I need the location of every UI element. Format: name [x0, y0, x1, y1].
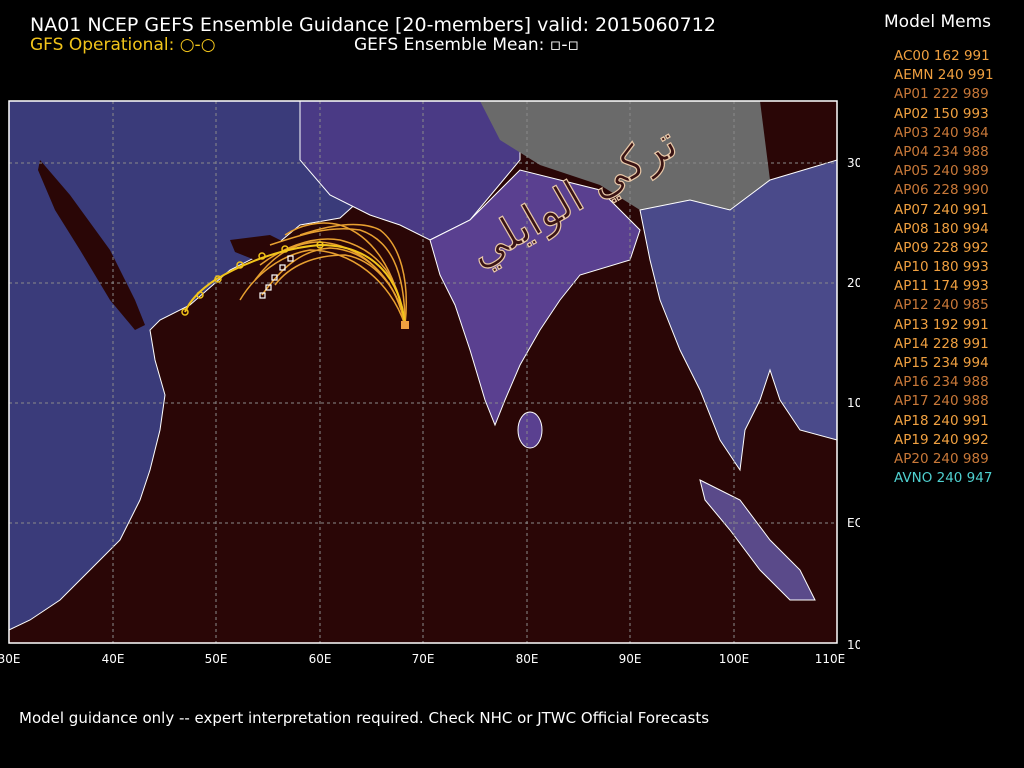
legend-item: AP01 222 989: [894, 86, 989, 103]
legend-item: AP03 240 984: [894, 124, 989, 141]
lat-label: 20N: [847, 276, 860, 290]
legend-item: AP07 240 991: [894, 201, 989, 218]
legend-item: AP08 180 994: [894, 220, 989, 237]
legend-item: AP13 192 991: [894, 316, 989, 333]
legend-item: AP02 150 993: [894, 105, 989, 122]
legend-item: AP18 240 991: [894, 412, 989, 429]
lon-label: 50E: [205, 652, 228, 666]
legend-item: AP10 180 993: [894, 259, 989, 276]
legend-item: AP06 228 990: [894, 182, 989, 199]
red-sea: [38, 160, 145, 330]
lon-label: 110E: [815, 652, 846, 666]
gfs-operational-markers: [181, 241, 324, 316]
sri-lanka: [517, 411, 543, 449]
disclaimer-footer: Model guidance only -- expert interpreta…: [19, 709, 710, 727]
lat-label: EQ: [847, 516, 860, 530]
legend-item: AVNO 240 947: [894, 470, 993, 487]
lon-label: 60E: [309, 652, 332, 666]
legend-item: AP17 240 988: [894, 393, 989, 410]
gfs-operational-track: [184, 243, 406, 326]
legend-item: AEMN 240 991: [894, 67, 994, 84]
sumatra-land: [699, 479, 816, 601]
legend-item: AP09 228 992: [894, 239, 989, 256]
southeast-asia-land: [639, 159, 838, 472]
lon-label: 100E: [719, 652, 750, 666]
lon-label: 70E: [412, 652, 435, 666]
latitude-labels: 30N 20N 10N EQ 10S: [847, 156, 860, 652]
track-map: تركي الوايلي 30N 20N 10N EQ 10S 30E 40E …: [0, 100, 860, 666]
legend-item: AP14 228 991: [894, 335, 989, 352]
legend-item: AP20 240 989: [894, 450, 989, 467]
legend-item: AC00 162 991: [894, 48, 990, 64]
lon-label: 80E: [516, 652, 539, 666]
ensemble-mean-markers: [259, 255, 294, 299]
ensemble-mean-key: GEFS Ensemble Mean: ▫-▫: [354, 35, 579, 55]
lon-label: 90E: [619, 652, 642, 666]
legend-item: AP19 240 992: [894, 431, 989, 448]
model-members-legend: AC00 162 991 AEMN 240 991 AP01 222 989 AP02…: [894, 47, 994, 488]
lat-label: 30N: [847, 156, 860, 170]
legend-item: AP16 234 988: [894, 374, 989, 391]
india-land: [429, 169, 641, 427]
lat-label: 10S: [847, 638, 860, 652]
longitude-labels: 30E 40E 50E 60E 70E 80E 90E 100E 110E: [0, 652, 845, 666]
map-frame: [8, 100, 838, 644]
legend-item: AP15 234 994: [894, 355, 989, 371]
legend-item: AP05 240 989: [894, 163, 989, 180]
lat-lon-grid: [9, 101, 837, 643]
legend-item: AP04 234 988: [894, 143, 989, 160]
legend-item: AP11 174 993: [894, 278, 989, 295]
gfs-operational-key: GFS Operational: ○-○: [30, 35, 216, 55]
lon-label: 40E: [102, 652, 125, 666]
legend-item: AP12 240 985: [894, 297, 989, 314]
storm-origin-marker: [401, 321, 409, 329]
lon-label: 30E: [0, 652, 20, 666]
tibet-highland: [480, 101, 770, 210]
lat-label: 10N: [847, 396, 860, 410]
chart-title: NA01 NCEP GEFS Ensemble Guidance [20-mem…: [30, 14, 716, 36]
legend-title: Model Mems: [884, 12, 991, 32]
